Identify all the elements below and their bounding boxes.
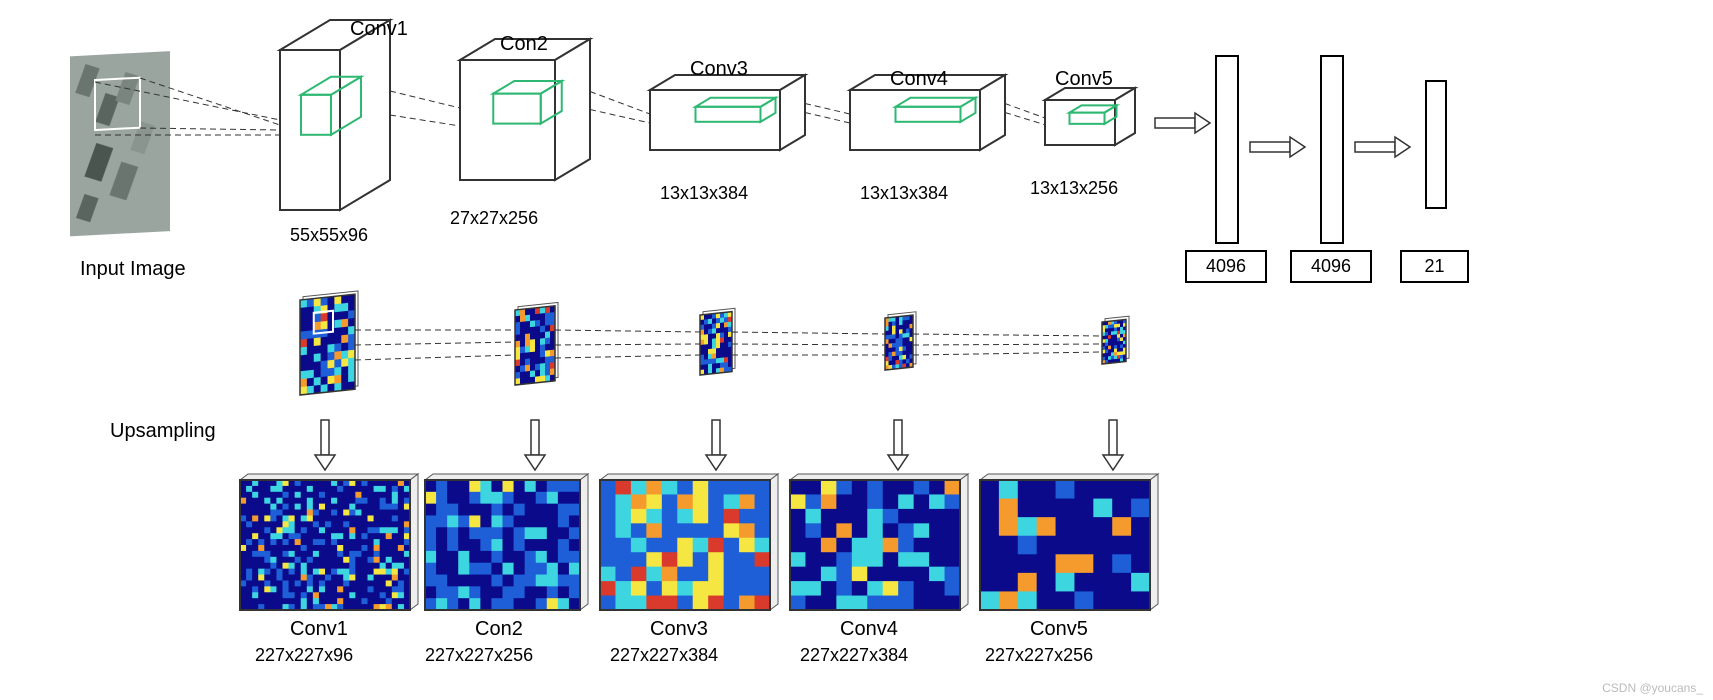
hm3-dim: 227x227x384 bbox=[610, 645, 718, 666]
conv-block-1 bbox=[280, 20, 390, 210]
conv3-dim: 13x13x384 bbox=[660, 183, 748, 204]
arrow-fc1-fc2 bbox=[1250, 137, 1305, 157]
heatmap-1 bbox=[240, 474, 418, 611]
arrow-fc2-fc3 bbox=[1355, 137, 1410, 157]
small-heatmap-5 bbox=[1102, 316, 1129, 364]
small-heatmap-2 bbox=[515, 302, 558, 385]
conv-block-2 bbox=[460, 39, 590, 180]
conv4-label: Conv4 bbox=[890, 68, 948, 91]
upsampling-label: Upsampling bbox=[110, 420, 216, 443]
conv5-dim: 13x13x256 bbox=[1030, 178, 1118, 199]
conv-block-3 bbox=[650, 75, 805, 150]
down-arrow-2 bbox=[525, 420, 545, 470]
hm2-dim: 227x227x256 bbox=[425, 645, 533, 666]
down-arrow-5 bbox=[1103, 420, 1123, 470]
down-arrow-1 bbox=[315, 420, 335, 470]
conv4-dim: 13x13x384 bbox=[860, 183, 948, 204]
hm5-label: Conv5 bbox=[1030, 618, 1088, 641]
down-arrow-3 bbox=[706, 420, 726, 470]
input-image bbox=[70, 51, 170, 236]
small-heatmap-1 bbox=[300, 291, 358, 396]
small-heatmap-3 bbox=[700, 308, 735, 375]
arrow-to-fc bbox=[1155, 113, 1210, 133]
input-label: Input Image bbox=[80, 258, 186, 281]
hm2-label: Con2 bbox=[475, 618, 523, 641]
conv3-label: Conv3 bbox=[690, 58, 748, 81]
down-arrow-4 bbox=[888, 420, 908, 470]
hm4-dim: 227x227x384 bbox=[800, 645, 908, 666]
heatmap-3 bbox=[600, 474, 778, 611]
conv-block-5 bbox=[1045, 88, 1135, 145]
hm1-label: Conv1 bbox=[290, 618, 348, 641]
fc3-label: 21 bbox=[1400, 250, 1469, 283]
fc1-label: 4096 bbox=[1185, 250, 1267, 283]
fc2-label: 4096 bbox=[1290, 250, 1372, 283]
conv1-dim: 55x55x96 bbox=[290, 225, 368, 246]
conv2-dim: 27x27x256 bbox=[450, 208, 538, 229]
heatmap-5 bbox=[980, 474, 1158, 611]
fc1-bar bbox=[1215, 55, 1239, 244]
conv5-label: Conv5 bbox=[1055, 68, 1113, 91]
fc2-bar bbox=[1320, 55, 1344, 244]
small-heatmap-4 bbox=[885, 312, 916, 371]
watermark: CSDN @youcans_ bbox=[1602, 681, 1703, 695]
heatmap-4 bbox=[790, 474, 968, 611]
fc3-bar bbox=[1425, 80, 1447, 209]
conv2-label: Con2 bbox=[500, 33, 548, 56]
heatmap-2 bbox=[425, 474, 588, 611]
hm5-dim: 227x227x256 bbox=[985, 645, 1093, 666]
conv1-label: Conv1 bbox=[350, 18, 408, 41]
hm3-label: Conv3 bbox=[650, 618, 708, 641]
hm4-label: Conv4 bbox=[840, 618, 898, 641]
hm1-dim: 227x227x96 bbox=[255, 645, 353, 666]
